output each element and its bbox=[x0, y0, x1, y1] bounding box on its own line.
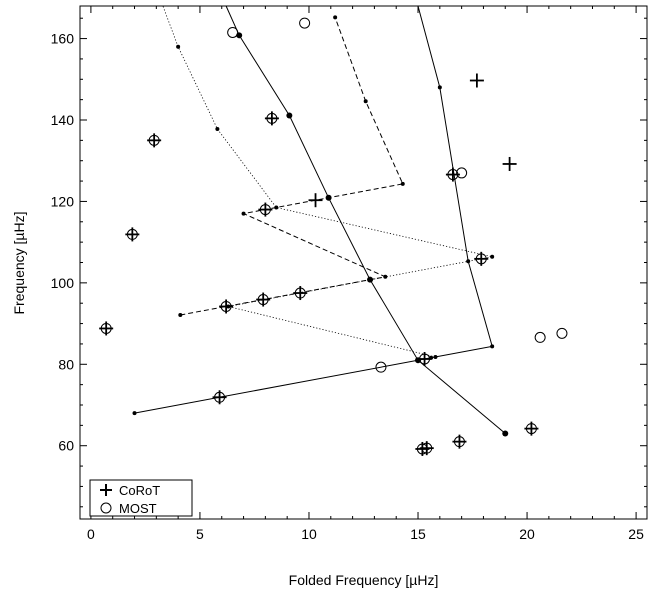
legend-label-most: MOST bbox=[119, 501, 157, 516]
ridge-point bbox=[363, 99, 368, 104]
most-point bbox=[475, 253, 487, 265]
ridge-line-1 bbox=[180, 17, 404, 316]
y-tick-label: 60 bbox=[58, 438, 74, 454]
ridge-point bbox=[490, 344, 495, 349]
x-axis-title: Folded Frequency [µHz] bbox=[289, 572, 439, 588]
ridge-point bbox=[466, 259, 471, 264]
most-point bbox=[148, 134, 160, 146]
ridge-point bbox=[286, 112, 293, 119]
most-point bbox=[534, 331, 546, 343]
ridge-point bbox=[433, 354, 438, 359]
y-tick-label: 140 bbox=[51, 112, 75, 128]
legend-marker-most bbox=[100, 502, 112, 514]
ridge-point bbox=[383, 274, 388, 279]
most-point bbox=[100, 322, 112, 334]
most-point bbox=[259, 204, 271, 216]
most-point bbox=[126, 228, 138, 240]
ticks-layer: 0 5 10 15 20 25 60 80 100 120 140 160 bbox=[51, 6, 647, 542]
most-point bbox=[214, 391, 226, 403]
ridge-line-0 bbox=[134, 5, 493, 414]
ridge-point bbox=[274, 205, 279, 210]
most-point bbox=[294, 287, 306, 299]
ridge-point bbox=[490, 254, 495, 259]
y-tick-label: 80 bbox=[58, 356, 74, 372]
legend-marker-corot bbox=[100, 484, 112, 496]
corot-point bbox=[502, 156, 517, 171]
x-tick-label: 25 bbox=[628, 526, 644, 542]
x-tick-label: 5 bbox=[196, 526, 204, 542]
most-point bbox=[416, 443, 428, 455]
ridge-line-3 bbox=[225, 5, 506, 434]
ridge-point bbox=[502, 430, 509, 437]
y-tick-label: 160 bbox=[51, 31, 75, 47]
most-point bbox=[227, 26, 239, 38]
legend-label-corot: CoRoT bbox=[119, 483, 160, 498]
corot-point bbox=[308, 193, 323, 208]
ridge-point bbox=[176, 44, 181, 49]
most-point bbox=[525, 423, 537, 435]
most-point bbox=[220, 300, 232, 312]
corot-point bbox=[469, 73, 484, 88]
ridge-point bbox=[367, 276, 374, 283]
ridge-point bbox=[132, 411, 137, 416]
ridges-layer bbox=[132, 5, 509, 437]
ridge-point bbox=[437, 85, 442, 90]
ridge-point bbox=[215, 126, 220, 131]
points-layer bbox=[99, 17, 568, 456]
most-point bbox=[421, 442, 433, 454]
x-tick-label: 0 bbox=[87, 526, 95, 542]
ridge-point bbox=[325, 194, 332, 201]
y-tick-label: 100 bbox=[51, 275, 75, 291]
ridge-point bbox=[241, 211, 246, 216]
most-point bbox=[375, 361, 387, 373]
most-point bbox=[257, 294, 269, 306]
most-point bbox=[447, 169, 459, 181]
y-tick-label: 120 bbox=[51, 193, 75, 209]
ridge-point bbox=[333, 15, 338, 20]
most-point bbox=[453, 436, 465, 448]
x-tick-label: 20 bbox=[519, 526, 535, 542]
y-axis-title: Frequency [µHz] bbox=[11, 212, 27, 315]
plot-frame bbox=[79, 5, 648, 520]
x-tick-label: 10 bbox=[301, 526, 317, 542]
most-point bbox=[456, 167, 468, 179]
x-tick-label: 15 bbox=[410, 526, 426, 542]
legend: CoRoT MOST bbox=[89, 479, 193, 517]
most-point bbox=[266, 112, 278, 124]
most-point bbox=[556, 327, 568, 339]
ridge-point bbox=[400, 181, 405, 186]
ridge-line-2 bbox=[162, 5, 493, 358]
most-point bbox=[299, 17, 311, 29]
ridge-point bbox=[178, 313, 183, 318]
most-point bbox=[419, 353, 431, 365]
